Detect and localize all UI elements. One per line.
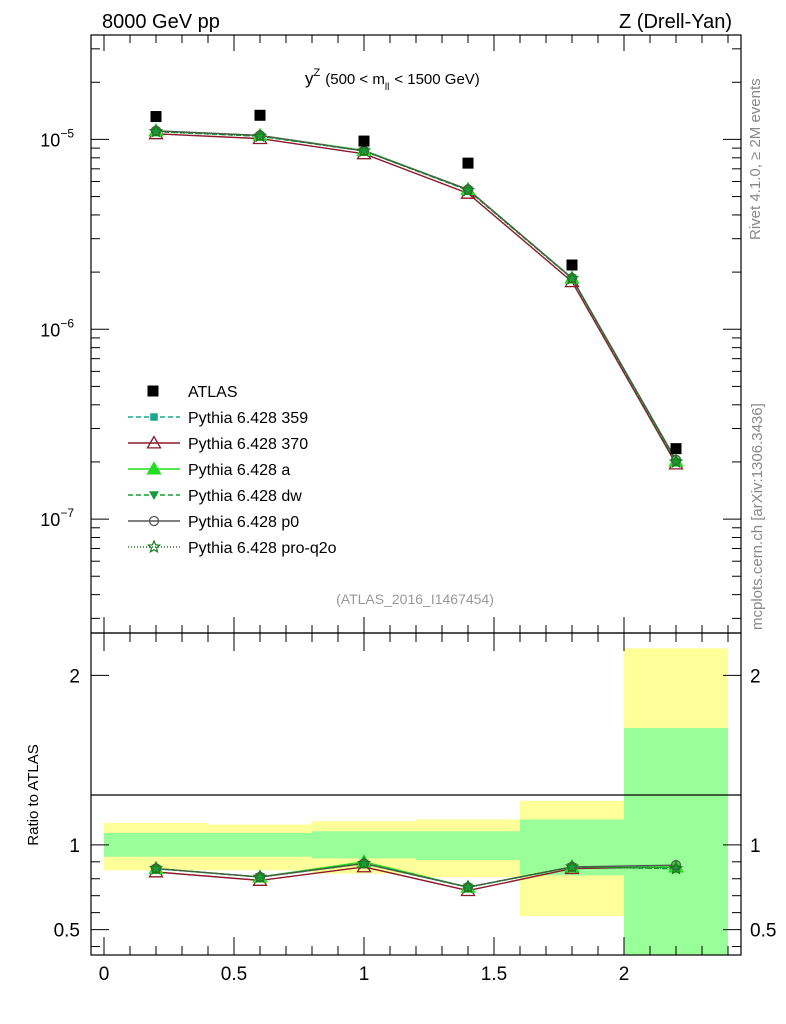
legend-label: Pythia 6.428 359 bbox=[188, 410, 308, 427]
xtick-label: 0 bbox=[99, 964, 110, 985]
main-ytick-label: 10−6 bbox=[40, 316, 74, 340]
main-series-line bbox=[155, 130, 677, 463]
main-ytick-label: 10−5 bbox=[40, 126, 74, 150]
plot-title-rest1: (500 < m bbox=[325, 71, 385, 88]
atlas-data-point bbox=[358, 135, 370, 147]
header-right: Z (Drell-Yan) bbox=[619, 11, 732, 33]
ratio-ytick-label-left: 1 bbox=[69, 836, 80, 857]
rivet-label: Rivet 4.1.0, ≥ 2M events bbox=[747, 78, 764, 240]
plot-title-sub: ll bbox=[385, 82, 389, 93]
header-left: 8000 GeV pp bbox=[102, 11, 220, 33]
uncertainty-band-stat bbox=[104, 832, 208, 857]
ratio-frame bbox=[90, 632, 742, 956]
ratio-series-line bbox=[155, 862, 677, 888]
uncertainty-band-stat bbox=[416, 831, 520, 861]
main-series-line bbox=[155, 133, 677, 465]
atlas-data-point bbox=[150, 111, 162, 123]
main-ytick-label: 10−7 bbox=[40, 506, 74, 530]
legend-label: Pythia 6.428 dw bbox=[188, 488, 302, 505]
atlas-data-point bbox=[254, 109, 266, 121]
legend-marker bbox=[148, 515, 160, 527]
main-series-point bbox=[460, 182, 476, 197]
xtick-label: 1.5 bbox=[481, 964, 507, 985]
main-series-point bbox=[356, 143, 372, 157]
ratio-ytick-label-right: 0.5 bbox=[750, 921, 776, 942]
xtick-label: 1 bbox=[359, 964, 370, 985]
ratio-series-point bbox=[356, 855, 372, 870]
ratio-ylabel: Ratio to ATLAS bbox=[25, 744, 42, 845]
main-series-point bbox=[668, 454, 684, 469]
legend-label: Pythia 6.428 370 bbox=[188, 436, 308, 453]
analysis-watermark: (ATLAS_2016_I1467454) bbox=[336, 591, 494, 607]
uncertainty-band-stat bbox=[312, 831, 416, 859]
legend-label: Pythia 6.428 a bbox=[188, 462, 290, 479]
ratio-series-point bbox=[460, 879, 476, 894]
main-series-point bbox=[564, 270, 580, 285]
legend-label: Pythia 6.428 p0 bbox=[188, 514, 299, 531]
ratio-ytick-label-left: 0.5 bbox=[54, 921, 80, 942]
ratio-ytick-label-left: 2 bbox=[69, 666, 80, 687]
ratio-series-point bbox=[668, 861, 684, 875]
ratio-series-line bbox=[155, 866, 677, 892]
ratio-ytick-label-right: 2 bbox=[750, 666, 761, 687]
legend: ATLAS Pythia 6.428 359 Pythia 6.428 370 Pyt… bbox=[128, 384, 337, 557]
plot-title-sup: Z bbox=[314, 67, 321, 79]
atlas-data-point bbox=[566, 259, 578, 271]
ratio-series-point bbox=[670, 860, 682, 871]
uncertainty-band-stat bbox=[208, 832, 312, 857]
plot-title-rest2: < 1500 GeV) bbox=[394, 71, 479, 88]
main-series-point bbox=[148, 124, 164, 138]
legend-marker bbox=[146, 461, 162, 475]
plot-title: yZ (500 < mll < 1500 GeV) bbox=[305, 67, 480, 93]
plot-title-main: y bbox=[305, 69, 314, 88]
legend-label: Pythia 6.428 pro-q2o bbox=[188, 540, 337, 557]
ratio-panel: 0.5 0.5 1 1 2 2 0 0.5 1 1.5 2 Ratio to ATLAS bbox=[25, 632, 776, 985]
ratio-series-point bbox=[252, 869, 268, 884]
main-panel: 10−410−510−610−7 yZ(500 < mll< 1500 GeV)… bbox=[40, 34, 742, 634]
legend-marker bbox=[149, 491, 159, 500]
legend-label-atlas: ATLAS bbox=[188, 384, 238, 401]
atlas-data-point bbox=[670, 443, 682, 455]
xtick-label: 0.5 bbox=[221, 964, 247, 985]
xtick-label: 2 bbox=[619, 964, 630, 985]
legend-marker bbox=[146, 539, 162, 554]
uncertainty-band-stat bbox=[624, 727, 728, 955]
main-series-point bbox=[252, 128, 268, 143]
legend-marker bbox=[146, 435, 162, 449]
ratio-ytick-label-right: 1 bbox=[750, 836, 761, 857]
legend-marker bbox=[150, 413, 158, 421]
legend-atlas-marker bbox=[147, 385, 159, 397]
ratio-series-point bbox=[148, 861, 164, 875]
mcplots-label: mcplots.cern.ch [arXiv:1306.3436] bbox=[749, 403, 766, 630]
atlas-data-point bbox=[462, 157, 474, 169]
ratio-series-point bbox=[564, 859, 580, 873]
